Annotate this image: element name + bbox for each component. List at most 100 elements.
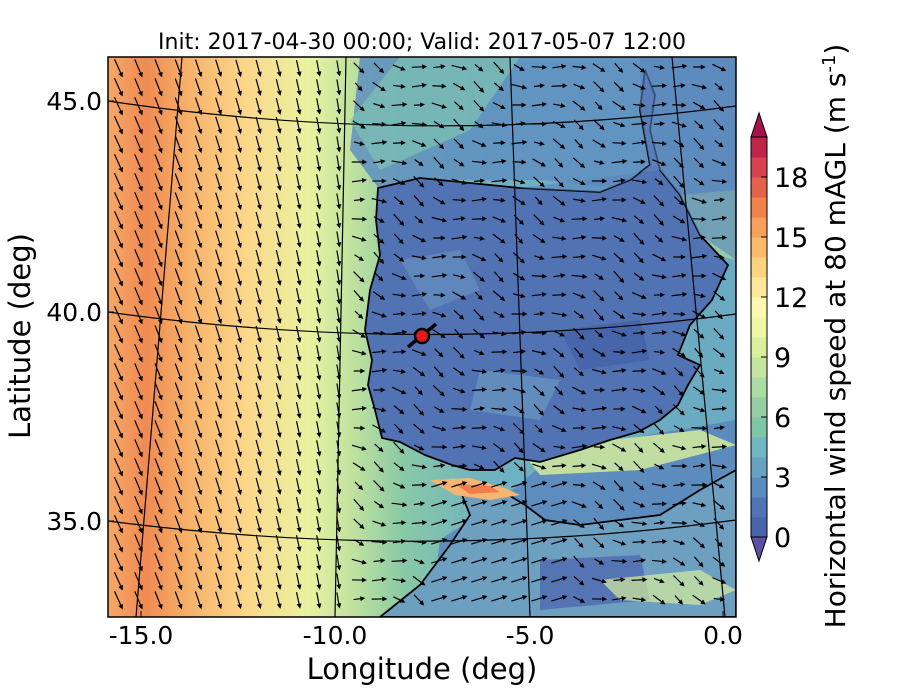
wind-vector-head bbox=[118, 318, 123, 325]
wind-vector-head bbox=[462, 557, 468, 562]
wind-vector-head bbox=[619, 237, 625, 242]
wind-vector bbox=[593, 537, 603, 547]
wind-vector-head bbox=[638, 447, 644, 453]
wind-vector bbox=[391, 160, 405, 164]
wind-vector-head bbox=[462, 500, 468, 505]
wind-vector bbox=[194, 211, 202, 227]
wind-vector bbox=[154, 534, 162, 550]
wind-vector-head bbox=[641, 294, 647, 300]
wind-vector bbox=[235, 553, 241, 569]
wind-vector bbox=[154, 97, 162, 113]
wind-vector bbox=[235, 477, 241, 493]
wind-vector bbox=[451, 178, 465, 184]
wind-vector-head bbox=[639, 239, 645, 246]
wind-vector-head bbox=[402, 329, 408, 335]
wind-vector-head bbox=[197, 375, 203, 382]
wind-vector bbox=[631, 122, 645, 126]
wind-vector-head bbox=[380, 558, 386, 564]
wind-vector bbox=[113, 457, 123, 475]
wind-vector-head bbox=[681, 122, 688, 128]
wind-vector-head bbox=[237, 147, 242, 154]
wind-vector bbox=[316, 554, 320, 568]
wind-vector bbox=[215, 534, 221, 550]
wind-vector-head bbox=[520, 388, 527, 394]
wind-vector bbox=[653, 214, 663, 224]
wind-vector bbox=[371, 141, 385, 145]
wind-vector bbox=[113, 495, 123, 513]
wind-vector-head bbox=[336, 337, 342, 343]
wind-vector bbox=[255, 97, 261, 113]
colorbar-band bbox=[751, 217, 767, 238]
wind-vector bbox=[531, 293, 545, 297]
colorbar-tick-label: 15 bbox=[774, 223, 808, 254]
wind-vector-head bbox=[296, 185, 302, 191]
wind-vector bbox=[235, 78, 241, 94]
wind-vector bbox=[336, 402, 340, 416]
wind-vector-head bbox=[600, 67, 606, 73]
wind-vector-head bbox=[581, 235, 587, 240]
wind-vector-head bbox=[400, 578, 407, 583]
wind-vector-head bbox=[197, 356, 203, 363]
wind-vector-head bbox=[502, 576, 508, 581]
wind-vector bbox=[552, 138, 564, 148]
wind-vector bbox=[571, 445, 585, 449]
wind-vector-head bbox=[601, 578, 607, 584]
wind-vector-head bbox=[237, 603, 242, 610]
wind-vector bbox=[431, 539, 445, 545]
wind-vector-head bbox=[701, 216, 707, 222]
wind-vector bbox=[134, 230, 142, 246]
wind-vector-head bbox=[542, 121, 548, 127]
wind-vector bbox=[295, 117, 301, 131]
wind-vector bbox=[235, 591, 241, 607]
wind-vector bbox=[275, 515, 281, 531]
wind-vector-head bbox=[522, 576, 528, 581]
x-axis-label: Longitude (deg) bbox=[307, 652, 538, 686]
wind-vector-head bbox=[482, 557, 488, 562]
wind-vector-head bbox=[501, 122, 508, 128]
wind-vector-head bbox=[540, 447, 546, 453]
wind-vector bbox=[336, 269, 340, 283]
wind-vector-head bbox=[700, 314, 707, 319]
wind-vector-head bbox=[401, 292, 407, 298]
colorbar-band bbox=[751, 277, 767, 298]
wind-vector bbox=[336, 136, 340, 150]
wind-vector-head bbox=[157, 527, 163, 534]
wind-vector-head bbox=[217, 603, 223, 610]
wind-vector-head bbox=[640, 67, 646, 73]
wind-vector-head bbox=[118, 337, 123, 344]
wind-vector bbox=[631, 350, 645, 354]
wind-vector-head bbox=[420, 273, 426, 279]
wind-vector bbox=[452, 291, 464, 299]
wind-vector-head bbox=[237, 318, 242, 325]
wind-vector bbox=[631, 521, 645, 525]
wind-vector-head bbox=[237, 109, 242, 116]
wind-vector-head bbox=[499, 426, 506, 432]
wind-vector-head bbox=[662, 539, 668, 545]
wind-vector-head bbox=[478, 123, 484, 129]
wind-vector-head bbox=[622, 386, 628, 392]
wind-vector bbox=[275, 116, 281, 132]
wind-vector bbox=[692, 537, 704, 547]
wind-vector bbox=[154, 591, 162, 607]
wind-vector-head bbox=[197, 527, 203, 534]
wind-vector bbox=[255, 325, 261, 341]
wind-vector-head bbox=[197, 128, 203, 135]
wind-vector-head bbox=[380, 330, 386, 336]
wind-vector bbox=[611, 559, 625, 563]
wind-vector-head bbox=[138, 318, 143, 325]
wind-vector-head bbox=[362, 216, 368, 222]
wind-vector bbox=[275, 344, 281, 360]
wind-vector bbox=[235, 382, 241, 398]
wind-vector-head bbox=[482, 576, 488, 581]
wind-vector-head bbox=[256, 394, 262, 400]
wind-vector-head bbox=[157, 394, 163, 401]
wind-vector-head bbox=[177, 356, 183, 363]
wind-vector-head bbox=[419, 428, 425, 434]
wind-vector-head bbox=[118, 223, 123, 230]
wind-vector-head bbox=[296, 527, 302, 533]
wind-vector bbox=[336, 573, 340, 587]
wind-vector bbox=[134, 97, 142, 113]
wind-vector-head bbox=[701, 444, 707, 450]
wind-vector-head bbox=[237, 546, 242, 553]
wind-vector-head bbox=[177, 318, 183, 325]
